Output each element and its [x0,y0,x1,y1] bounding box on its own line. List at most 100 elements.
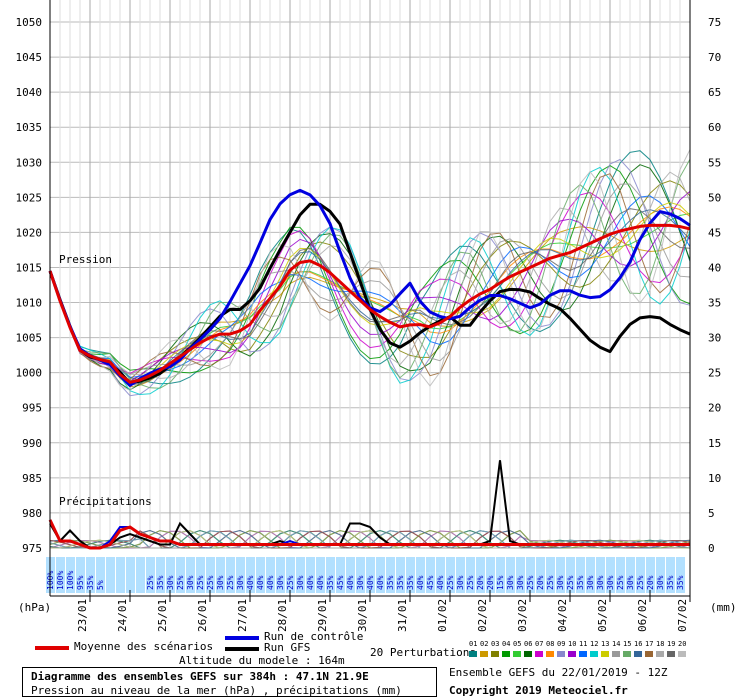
snow-percent-label: 25% [196,575,205,590]
snow-cell [446,557,455,593]
snow-cell [396,557,405,593]
snow-percent-label: 100% [56,571,65,590]
snow-cell [256,557,265,593]
snow-percent-label: 40% [316,575,325,590]
perturbation-swatch [667,651,675,657]
run-info: Ensemble GEFS du 22/01/2019 - 12Z [449,666,668,679]
model-altitude-label: Altitude du modele : 164m [179,654,345,667]
precip-tick-label: 50 [708,191,721,204]
pressure-tick-label: 1005 [16,332,43,345]
perturbation-swatch [645,651,653,657]
snow-percent-label: 40% [346,575,355,590]
snow-cell [136,557,145,593]
perturbation-pressure-line [49,191,691,382]
snow-cell [86,557,95,593]
snow-percent-label: 35% [666,575,675,590]
snow-cell [596,557,605,593]
snow-percent-label: 35% [676,575,685,590]
snow-cell [166,557,175,593]
date-label: 25/01 [156,599,169,632]
perturbation-swatch [524,651,532,657]
chart-subtitle: Pression au niveau de la mer (hPa) , pré… [31,684,402,697]
date-label: 27/01 [236,599,249,632]
perturbation-number: 05 [513,640,522,648]
snow-cell [176,557,185,593]
perturbation-number: 10 [568,640,577,648]
snow-cell [266,557,275,593]
precip-tick-label: 65 [708,86,721,99]
snow-cell [416,557,425,593]
perturbation-number: 12 [590,640,599,648]
grid-lines [49,0,691,549]
snow-cell [226,557,235,593]
snow-percent-label: 35% [156,575,165,590]
snow-cell [216,557,225,593]
snow-cell [206,557,215,593]
pressure-tick-label: 1000 [16,367,43,380]
snow-cell [436,557,445,593]
snow-cell [466,557,475,593]
snow-cell [586,557,595,593]
snow-percent-label: 30% [186,575,195,590]
right-axis-label: (mm) [710,601,737,614]
snow-percent-label: 20% [476,575,485,590]
snow-percent-label: 15% [496,575,505,590]
snow-cell [286,557,295,593]
snow-cell [566,557,575,593]
control-legend-swatch [225,636,259,640]
snow-percent-label: 30% [626,575,635,590]
snow-percent-label: 20% [646,575,655,590]
gfs-legend-swatch [225,647,259,651]
snow-cell [296,557,305,593]
snow-percent-label: 40% [366,575,375,590]
snow-percent-label: 20% [536,575,545,590]
date-label: 02/02 [476,599,489,632]
snow-cell [426,557,435,593]
date-label: 04/02 [556,599,569,632]
snow-cell [476,557,485,593]
perturbation-number: 06 [524,640,533,648]
precip-tick-label: 55 [708,156,721,169]
snow-cell [156,557,165,593]
precip-tick-label: 75 [708,16,721,29]
snow-cell [116,557,125,593]
snow-percent-label: 40% [436,575,445,590]
chart-info-box: Diagramme des ensembles GEFS sur 384h : … [22,667,437,697]
perturbation-swatch [502,651,510,657]
date-label: 24/01 [116,599,129,632]
snow-percent-label: 40% [416,575,425,590]
date-label: 06/02 [636,599,649,632]
perturbation-swatch [480,651,488,657]
snow-percent-label: 30% [586,575,595,590]
snow-percent-label: 45% [336,575,345,590]
main-series-lines [48,188,691,550]
snow-cell [556,557,565,593]
precip-tick-label: 60 [708,121,721,134]
snow-percent-label: 30% [606,575,615,590]
perturbation-pressure-line [49,149,691,391]
snow-percent-label: 40% [246,575,255,590]
snow-cell [676,557,685,593]
perturbation-number: 02 [480,640,489,648]
snow-percent-label: 35% [326,575,335,590]
perturbation-number: 11 [579,640,588,648]
snow-percent-label: 25% [566,575,575,590]
perturbation-number: 04 [502,640,511,648]
snow-cell [126,557,135,593]
perturbation-pressure-line [49,158,691,397]
snow-percent-label: 35% [396,575,405,590]
snow-cell [576,557,585,593]
pressure-tick-label: 990 [22,437,42,450]
snow-percent-label: 30% [556,575,565,590]
snow-cell [56,557,65,593]
pressure-tick-label: 1040 [16,86,43,99]
perturbation-swatch [656,651,664,657]
snow-percent-label: 30% [516,575,525,590]
snow-percent-label: 20% [486,575,495,590]
snow-cell [346,557,355,593]
perturbation-number: 15 [623,640,632,648]
precip-tick-label: 45 [708,226,721,239]
date-label: 31/01 [396,599,409,632]
perturbation-pressure-line [49,183,691,376]
snow-cell [326,557,335,593]
